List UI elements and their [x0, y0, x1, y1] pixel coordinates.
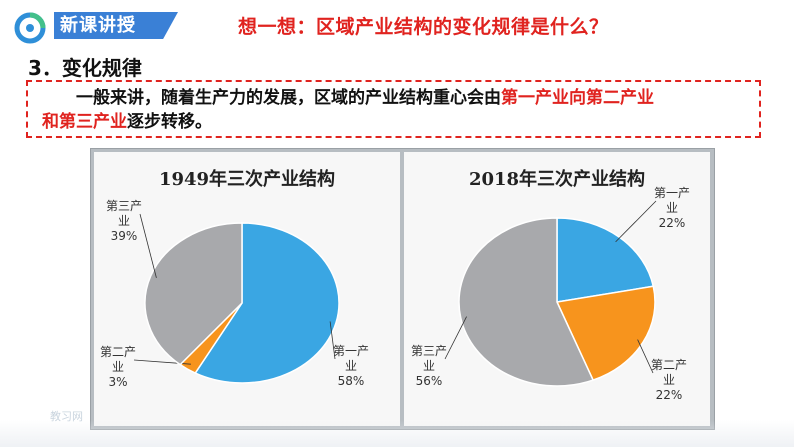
leader-line: [637, 339, 654, 374]
slice-name: 业: [423, 359, 435, 373]
slice-name: 业: [118, 214, 130, 228]
pie-slice-1: [194, 222, 340, 384]
charts-panel: 1949年三次产业结构 第一产业 58% 第二产业 3% 第三产业 39% 2018年三次产…: [90, 148, 715, 430]
bottom-gradient: [0, 420, 794, 447]
slice-value: 58%: [338, 374, 365, 388]
chart-title: 2018年三次产业结构: [469, 168, 645, 190]
slice-name: 业: [345, 359, 357, 373]
lesson-badge: 新课讲授: [54, 12, 178, 39]
leader-line: [615, 200, 657, 243]
slice-name: 第三产: [106, 199, 142, 213]
callout-highlight-2: 和第三产业: [42, 112, 127, 132]
pie-slice-1: [556, 217, 655, 303]
chart-1949: 1949年三次产业结构 第一产业 58% 第二产业 3% 第三产业 39%: [94, 152, 400, 426]
pie-slice-3: [144, 222, 243, 366]
slice-name: 第一产: [654, 186, 690, 200]
callout-text: 一般来讲，随着生产力的发展，区域的产业结构重心会由: [76, 88, 501, 108]
logo-icon: [14, 12, 46, 44]
watermark: 教习网: [50, 410, 83, 423]
slice-value: 3%: [108, 375, 127, 389]
pie-slice-2: [555, 285, 656, 382]
thinking-question: 想一想：区域产业结构的变化规律是什么？: [238, 16, 609, 38]
callout-highlight-1: 第一产业向第二产业: [501, 88, 654, 108]
slice-name: 业: [663, 373, 675, 387]
slice-name: 第一产: [333, 344, 369, 358]
section-title: 3．变化规律: [28, 56, 142, 80]
leader-line: [139, 213, 157, 278]
slice-value: 56%: [416, 374, 443, 388]
header-bar: 新课讲授 想一想：区域产业结构的变化规律是什么？: [0, 0, 794, 46]
slice-name: 第二产: [651, 358, 687, 372]
chart-2018: 2018年三次产业结构 第一产业 22% 第二产业 22% 第三产业 56%: [404, 152, 710, 426]
slice-name: 业: [112, 360, 124, 374]
slice-name: 第三产: [411, 344, 447, 358]
leader-line: [444, 316, 467, 360]
pie-slice-3: [458, 217, 595, 387]
slice-value: 39%: [111, 229, 138, 243]
slice-name: 第二产: [100, 345, 136, 359]
slice-value: 22%: [659, 216, 686, 230]
leader-line: [329, 321, 336, 360]
callout-text-end: 逐步转移。: [127, 112, 212, 132]
slice-name: 业: [666, 201, 678, 215]
slice-value: 22%: [656, 388, 683, 402]
chart-title: 1949年三次产业结构: [159, 168, 335, 190]
rule-callout: 一般来讲，随着生产力的发展，区域的产业结构重心会由第一产业向第二产业 和第三产业…: [26, 80, 761, 138]
